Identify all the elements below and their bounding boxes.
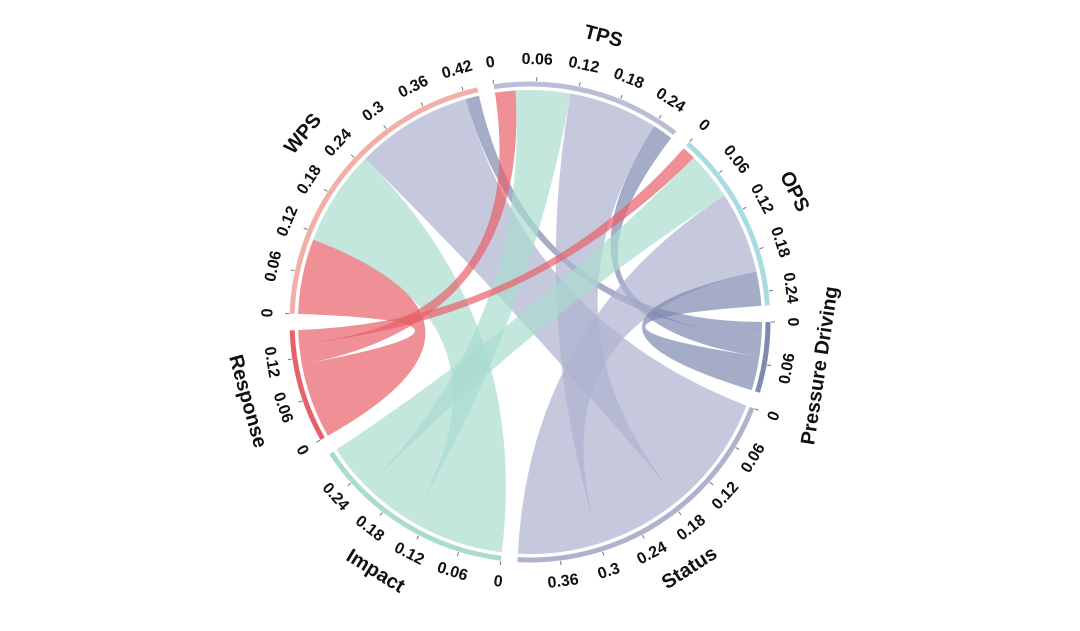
tick-mark bbox=[383, 125, 387, 129]
chord bbox=[555, 93, 679, 544]
tick-mark bbox=[602, 551, 605, 556]
sector-arc bbox=[493, 81, 677, 136]
tick-mark bbox=[689, 138, 693, 142]
tick-label: 0.24 bbox=[780, 272, 801, 305]
tick-mark bbox=[578, 82, 581, 87]
chord bbox=[336, 157, 725, 488]
tick-mark bbox=[290, 269, 295, 272]
tick-label: 0.18 bbox=[294, 162, 325, 197]
chord bbox=[366, 90, 571, 521]
tick-mark bbox=[759, 247, 764, 250]
tick-label: 0.18 bbox=[352, 513, 387, 546]
chord bbox=[642, 271, 762, 391]
tick-label: 0.06 bbox=[262, 249, 285, 283]
tick-label: 0.06 bbox=[738, 440, 769, 476]
sector-arc bbox=[517, 406, 755, 563]
tick-label: 0.06 bbox=[776, 352, 798, 386]
sector-arc bbox=[289, 330, 325, 440]
tick-label: 0 bbox=[765, 409, 784, 424]
tick-mark bbox=[719, 170, 723, 174]
sector-arc bbox=[755, 321, 771, 393]
tick-label: 0.36 bbox=[396, 72, 432, 101]
tick-mark bbox=[379, 512, 383, 516]
tick-label: 0.06 bbox=[521, 51, 553, 69]
tick-mark bbox=[323, 188, 328, 192]
tick-mark bbox=[461, 86, 464, 91]
tick-label: 0.36 bbox=[547, 571, 580, 592]
tick-mark bbox=[620, 94, 623, 99]
tick-mark bbox=[492, 79, 495, 84]
tick-label: 0 bbox=[493, 573, 504, 591]
tick-label: 0.06 bbox=[720, 142, 753, 177]
tick-mark bbox=[287, 358, 292, 361]
tick-label: 0.24 bbox=[653, 85, 688, 116]
tick-mark bbox=[456, 552, 459, 557]
tick-mark bbox=[754, 408, 759, 411]
tick-label: 0 bbox=[485, 54, 496, 72]
tick-label: 0.42 bbox=[440, 58, 475, 83]
tick-label: 0.12 bbox=[261, 346, 283, 379]
tick-label: 0.12 bbox=[274, 204, 302, 239]
sector-name: OPS bbox=[775, 168, 813, 216]
tick-label: 0.06 bbox=[270, 390, 296, 425]
tick-label: 0 bbox=[259, 308, 276, 318]
tick-label: 0.3 bbox=[359, 98, 387, 125]
tick-mark bbox=[298, 400, 303, 403]
tick-label: 0.06 bbox=[435, 559, 470, 585]
tick-mark bbox=[420, 102, 424, 107]
tick-mark bbox=[303, 227, 308, 231]
tick-mark bbox=[658, 114, 662, 119]
tick-label: 0.18 bbox=[611, 65, 646, 93]
tick-label: 0.12 bbox=[567, 54, 601, 77]
chord bbox=[517, 195, 757, 554]
tick-mark bbox=[642, 534, 645, 539]
sector-arc bbox=[329, 451, 502, 561]
tick-mark bbox=[709, 481, 714, 486]
tick-label: 0.3 bbox=[596, 560, 622, 583]
tick-label: 0.12 bbox=[709, 479, 742, 514]
tick-mark bbox=[768, 289, 774, 292]
tick-label: 0.24 bbox=[634, 539, 670, 569]
tick-label: 0.18 bbox=[767, 225, 793, 260]
sector-name: Pressure Driving bbox=[797, 285, 843, 447]
sector-arc bbox=[289, 87, 479, 314]
tick-mark bbox=[347, 482, 352, 487]
tick-mark bbox=[416, 535, 420, 540]
tick-label: 0 bbox=[784, 318, 801, 327]
tick-label: 0 bbox=[292, 442, 311, 458]
tick-label: 0.18 bbox=[674, 512, 709, 545]
sector-name: TPS bbox=[582, 21, 625, 52]
tick-label: 0.12 bbox=[747, 181, 777, 217]
tick-label: 0 bbox=[695, 116, 713, 135]
tick-mark bbox=[767, 364, 772, 367]
tick-mark bbox=[316, 439, 321, 443]
chords bbox=[298, 90, 762, 554]
tick-label: 0.24 bbox=[322, 126, 356, 160]
tick-label: 0.12 bbox=[391, 539, 427, 569]
chord bbox=[298, 239, 426, 436]
tick-mark bbox=[560, 560, 562, 566]
sector-arc bbox=[686, 141, 770, 306]
sector-name: WPS bbox=[280, 109, 326, 158]
tick-label: 0.24 bbox=[319, 480, 353, 515]
tick-mark bbox=[735, 447, 740, 451]
tick-mark bbox=[350, 154, 355, 158]
chord bbox=[313, 158, 506, 553]
tick-mark bbox=[742, 206, 747, 210]
tick-mark bbox=[678, 511, 682, 516]
